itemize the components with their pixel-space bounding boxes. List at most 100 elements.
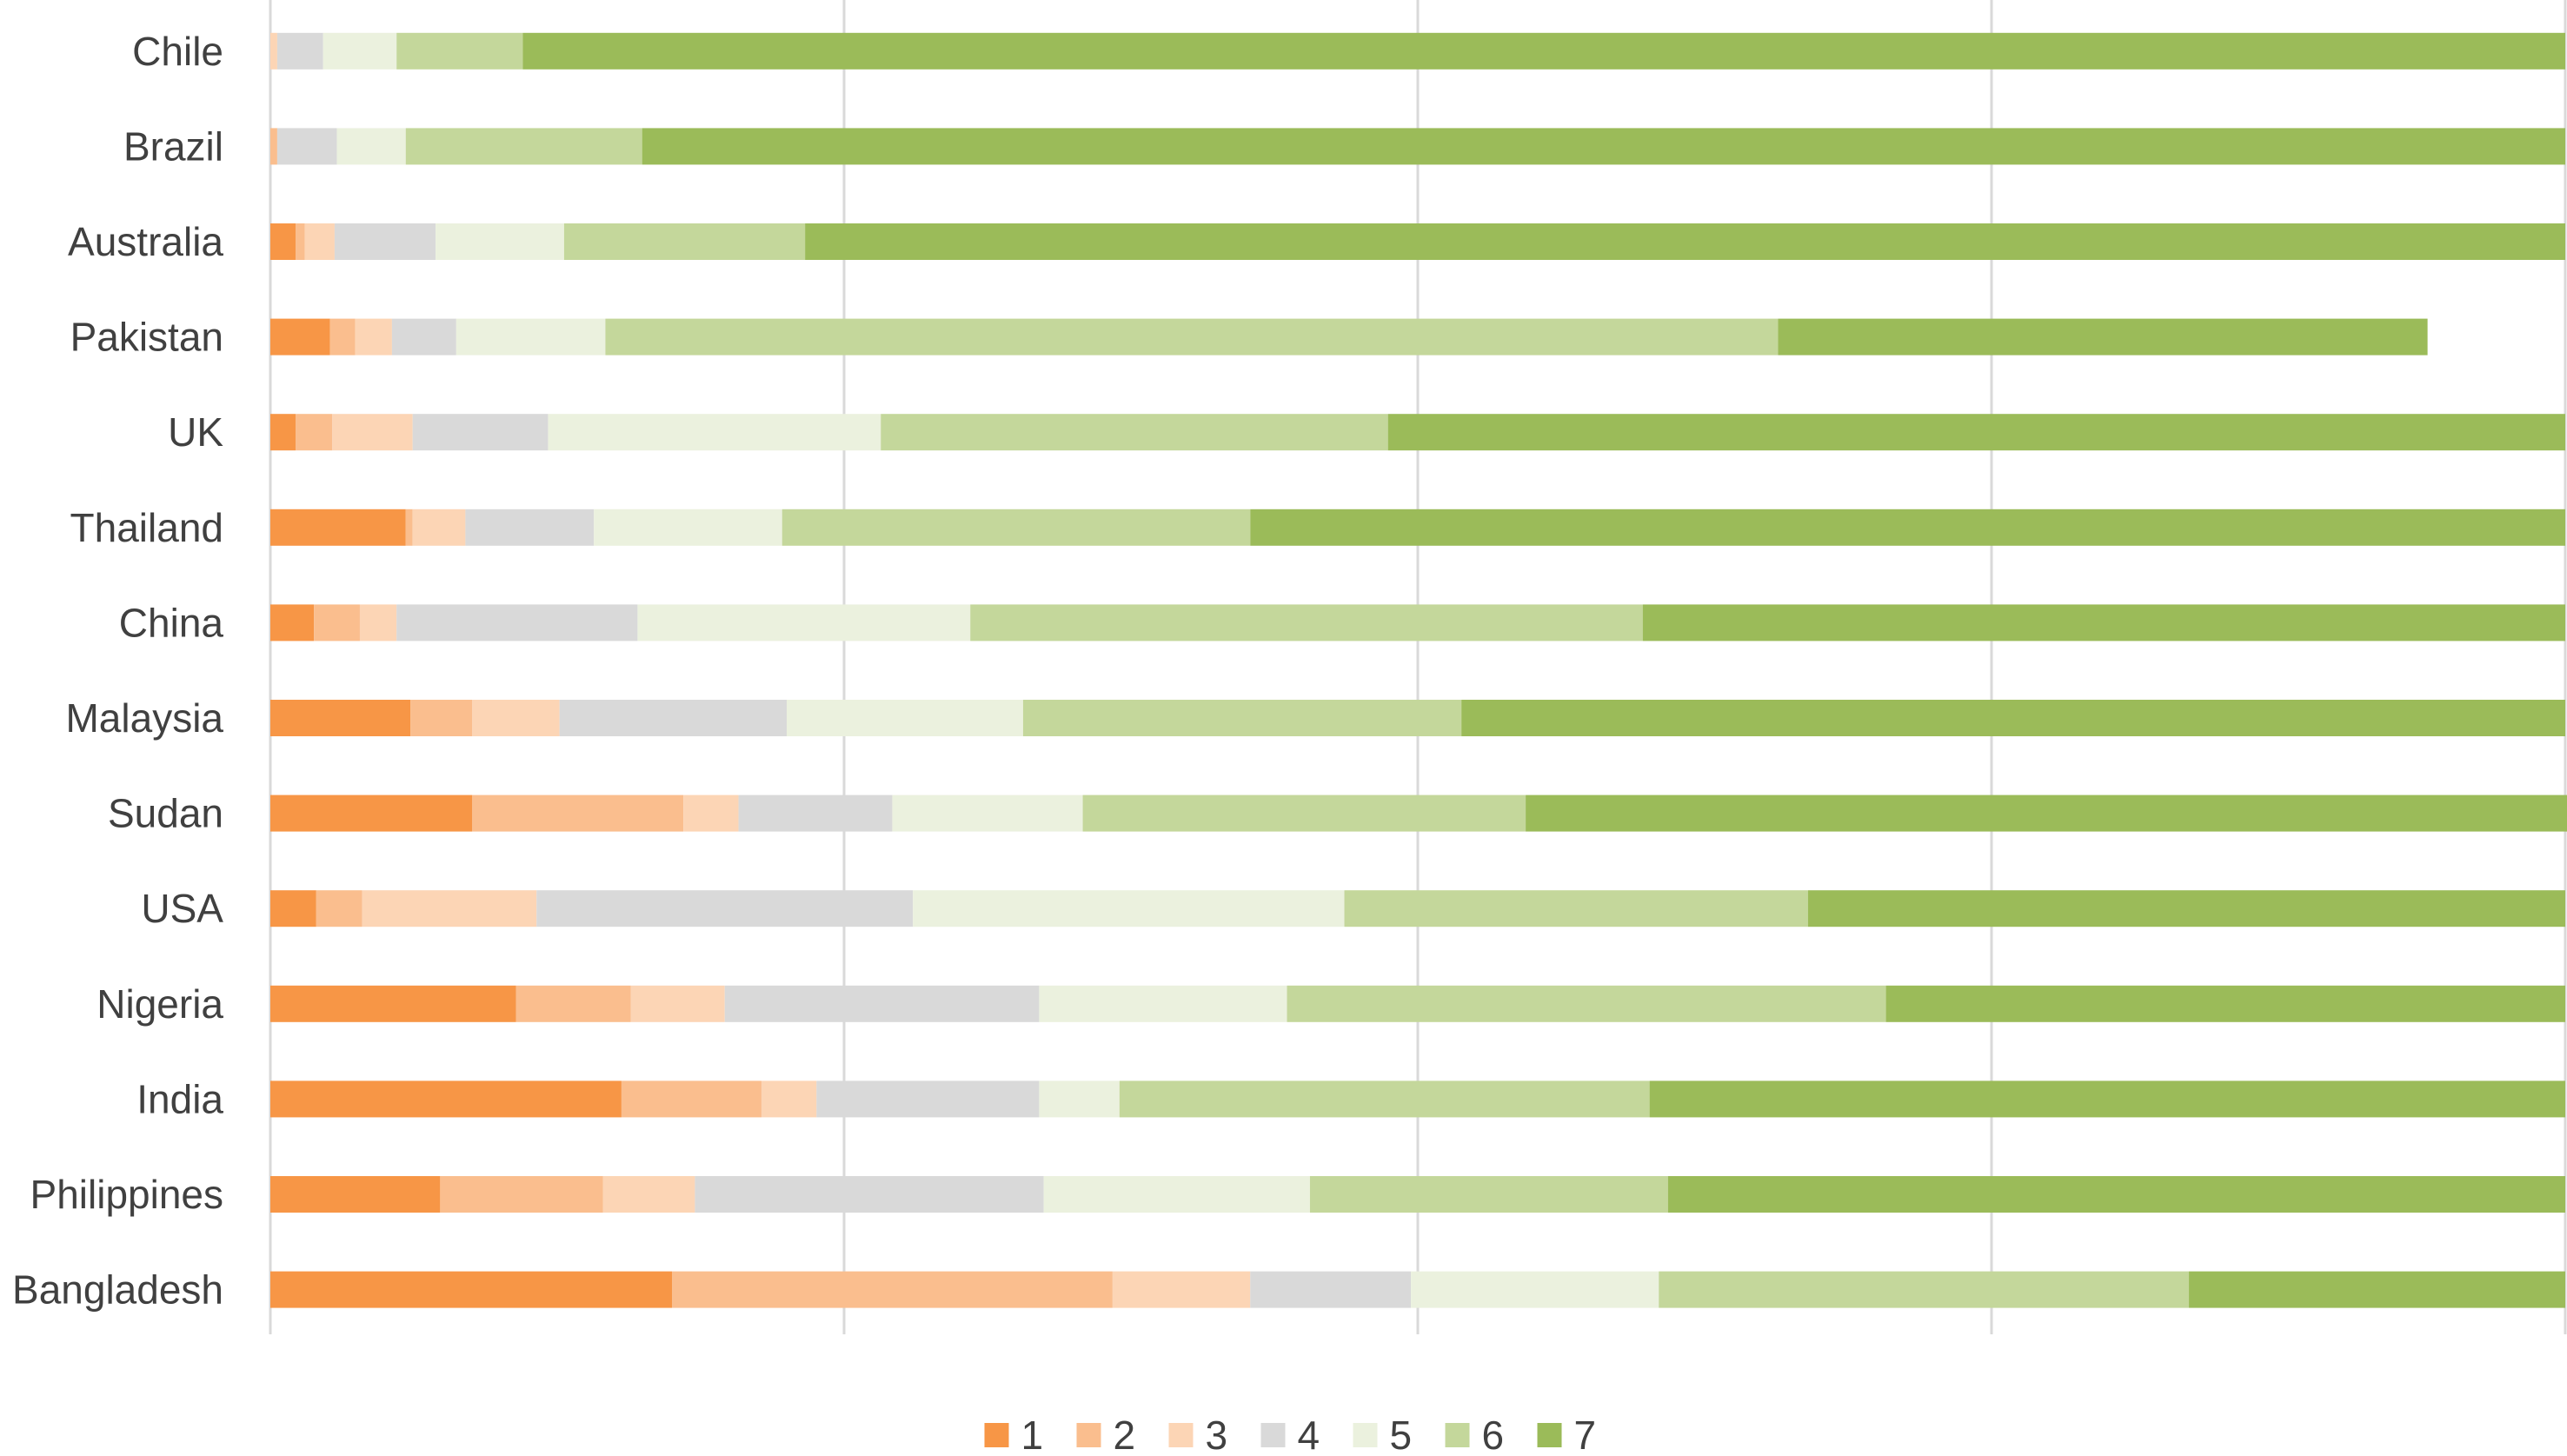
legend-swatch (1445, 1423, 1470, 1447)
bar-segment (548, 414, 881, 451)
bar-segment (1461, 700, 2565, 736)
bar-segment (472, 794, 684, 832)
bar-segment (1039, 985, 1287, 1022)
bar-segment (412, 414, 549, 451)
bar-segment (683, 794, 739, 832)
bar-segment (396, 604, 638, 642)
bar-segment (276, 32, 323, 70)
bar-segment (672, 1271, 1113, 1308)
category-label: Bangladesh (12, 1267, 223, 1313)
bar-segment (761, 1080, 817, 1118)
bar-segment (1642, 604, 2565, 642)
bar-segment (515, 985, 631, 1022)
bar-segment (1250, 1271, 1412, 1308)
bar-segment (270, 985, 516, 1022)
bar-segment (270, 604, 315, 642)
bar-segment (738, 794, 893, 832)
legend-label: 7 (1574, 1413, 1597, 1452)
legend-label: 6 (1482, 1413, 1505, 1452)
category-label: Australia (68, 219, 223, 264)
category-label: Chile (132, 29, 223, 74)
bar-segment (1778, 318, 2428, 356)
legend-swatch (1260, 1423, 1286, 1447)
bar-segment (781, 509, 1251, 546)
bar-segment (559, 700, 787, 736)
bar-segment (881, 414, 1388, 451)
bar-segment (276, 128, 337, 165)
bar-segment (396, 32, 523, 70)
legend-swatch (1168, 1423, 1194, 1447)
bars (270, 32, 2567, 1308)
bar-segment (405, 509, 413, 546)
category-axis: Chile Brazil Australia Pakistan UK Thailand Ch… (12, 29, 223, 1313)
bar-segment (724, 985, 1040, 1022)
bar-segment (787, 700, 1023, 736)
bar-segment (1411, 1271, 1659, 1308)
bar-segment (436, 223, 564, 260)
bar-segment (334, 223, 436, 260)
bar-segment (1250, 509, 2565, 546)
bar-segment (1043, 1176, 1310, 1213)
bar-segment (1387, 414, 2565, 451)
bar-segment (465, 509, 595, 546)
bar-segment (456, 318, 606, 356)
bar-segment (630, 985, 725, 1022)
legend-swatch (1537, 1423, 1562, 1447)
bar-segment (296, 414, 333, 451)
bar-segment (391, 318, 456, 356)
bar-segment (362, 890, 537, 927)
bar-segment (329, 318, 356, 356)
bar-segment (1119, 1080, 1650, 1118)
bar-segment (816, 1080, 1040, 1118)
bar-segment (359, 604, 397, 642)
bar-segment (970, 604, 1643, 642)
legend: 1 2 3 4 5 6 7 (984, 1413, 1597, 1456)
bar-segment (440, 1176, 603, 1213)
bar-segment (1885, 985, 2565, 1022)
category-label: UK (168, 409, 223, 455)
grid-lines (269, 0, 2567, 1334)
bar-segment (270, 223, 296, 260)
bar-segment (1309, 1176, 1668, 1213)
bar-segment (270, 32, 277, 70)
bar-segment (1649, 1080, 2565, 1118)
category-label: Pakistan (70, 315, 223, 360)
bar-segment (594, 509, 782, 546)
bar-segment (355, 318, 392, 356)
bar-segment (316, 890, 362, 927)
bar-segment (314, 604, 360, 642)
category-label: Thailand (70, 505, 223, 550)
bar-segment (602, 1176, 695, 1213)
bar-segment (1082, 794, 1526, 832)
bar-segment (323, 32, 397, 70)
category-label: USA (141, 886, 223, 931)
bar-segment (1287, 985, 1886, 1022)
legend-label: 2 (1114, 1413, 1136, 1452)
legend-label: 4 (1298, 1413, 1320, 1452)
bar-segment (270, 1271, 672, 1308)
bar-segment (270, 890, 316, 927)
bar-segment (1344, 890, 1808, 927)
bar-segment (405, 128, 642, 165)
legend-label: 1 (1021, 1413, 1044, 1452)
legend-label: 5 (1390, 1413, 1413, 1452)
bar-segment (270, 1080, 622, 1118)
bar-segment (410, 700, 473, 736)
bar-segment (892, 794, 1083, 832)
category-label: Sudan (108, 791, 223, 836)
category-label: Nigeria (96, 981, 223, 1027)
legend-label: 3 (1206, 1413, 1228, 1452)
category-label: Philippines (30, 1172, 223, 1217)
bar-segment (695, 1176, 1044, 1213)
category-label: China (119, 600, 224, 645)
bar-segment (621, 1080, 761, 1118)
category-label: Brazil (123, 123, 223, 169)
bar-segment (336, 128, 406, 165)
bar-segment (296, 223, 305, 260)
bar-segment (913, 890, 1345, 927)
bar-segment (1659, 1271, 2190, 1308)
bar-segment (270, 318, 330, 356)
bar-segment (2189, 1271, 2565, 1308)
